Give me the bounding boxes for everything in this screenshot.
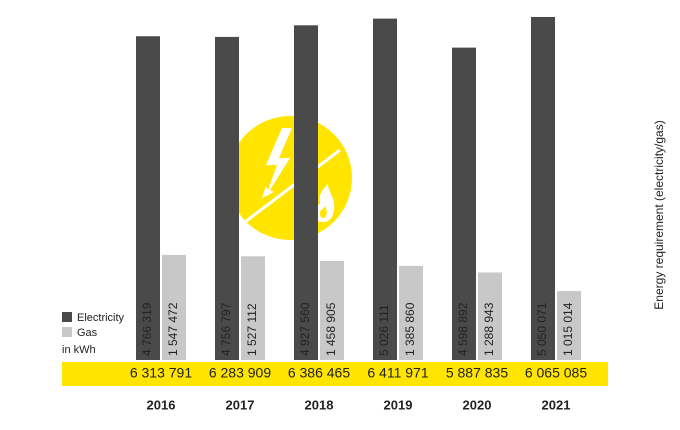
bar bbox=[241, 256, 265, 360]
value-label: 4 927 560 bbox=[298, 302, 312, 356]
bar bbox=[373, 18, 397, 360]
total-label: 6 283 909 bbox=[209, 365, 271, 381]
total-label: 6 386 465 bbox=[288, 365, 350, 381]
legend-label: Gas bbox=[77, 327, 98, 339]
value-label: 1 385 860 bbox=[403, 302, 417, 356]
total-label: 6 411 971 bbox=[367, 365, 428, 381]
value-label: 5 026 111 bbox=[377, 304, 391, 356]
bar bbox=[557, 291, 581, 360]
total-label: 6 065 085 bbox=[525, 365, 587, 381]
legend-swatch bbox=[62, 312, 72, 322]
total-band bbox=[62, 362, 608, 386]
bar bbox=[399, 265, 423, 360]
x-tick-label: 2019 bbox=[384, 397, 413, 412]
total-label: 5 887 835 bbox=[446, 365, 508, 381]
value-label: 1 458 905 bbox=[324, 302, 338, 356]
total-label: 6 313 791 bbox=[130, 365, 192, 381]
bar bbox=[320, 260, 344, 360]
bar bbox=[478, 272, 502, 360]
value-label: 1 288 943 bbox=[482, 302, 496, 356]
x-tick-label: 2020 bbox=[463, 397, 492, 412]
value-label: 1 547 472 bbox=[166, 302, 180, 356]
axis-title: Energy requirement (electricity/gas) bbox=[652, 120, 666, 309]
unit-note: in kWh bbox=[62, 344, 96, 356]
legend-label: Electricity bbox=[77, 312, 125, 324]
value-label: 4 598 892 bbox=[456, 302, 470, 356]
value-label: 1 015 014 bbox=[561, 302, 575, 356]
value-label: 4 756 797 bbox=[219, 302, 233, 356]
bar bbox=[531, 16, 555, 360]
x-tick-label: 2017 bbox=[226, 397, 255, 412]
value-label: 5 050 071 bbox=[535, 302, 549, 356]
bar bbox=[294, 25, 318, 360]
x-tick-label: 2016 bbox=[147, 397, 176, 412]
bar bbox=[162, 254, 186, 360]
energy-icon bbox=[228, 116, 352, 240]
bar bbox=[452, 47, 476, 360]
bar bbox=[136, 36, 160, 360]
bar bbox=[215, 36, 239, 360]
value-label: 4 766 319 bbox=[140, 302, 154, 356]
legend-swatch bbox=[62, 327, 72, 337]
x-tick-label: 2021 bbox=[542, 397, 571, 412]
value-label: 1 527 112 bbox=[245, 303, 259, 356]
x-tick-label: 2018 bbox=[305, 397, 334, 412]
